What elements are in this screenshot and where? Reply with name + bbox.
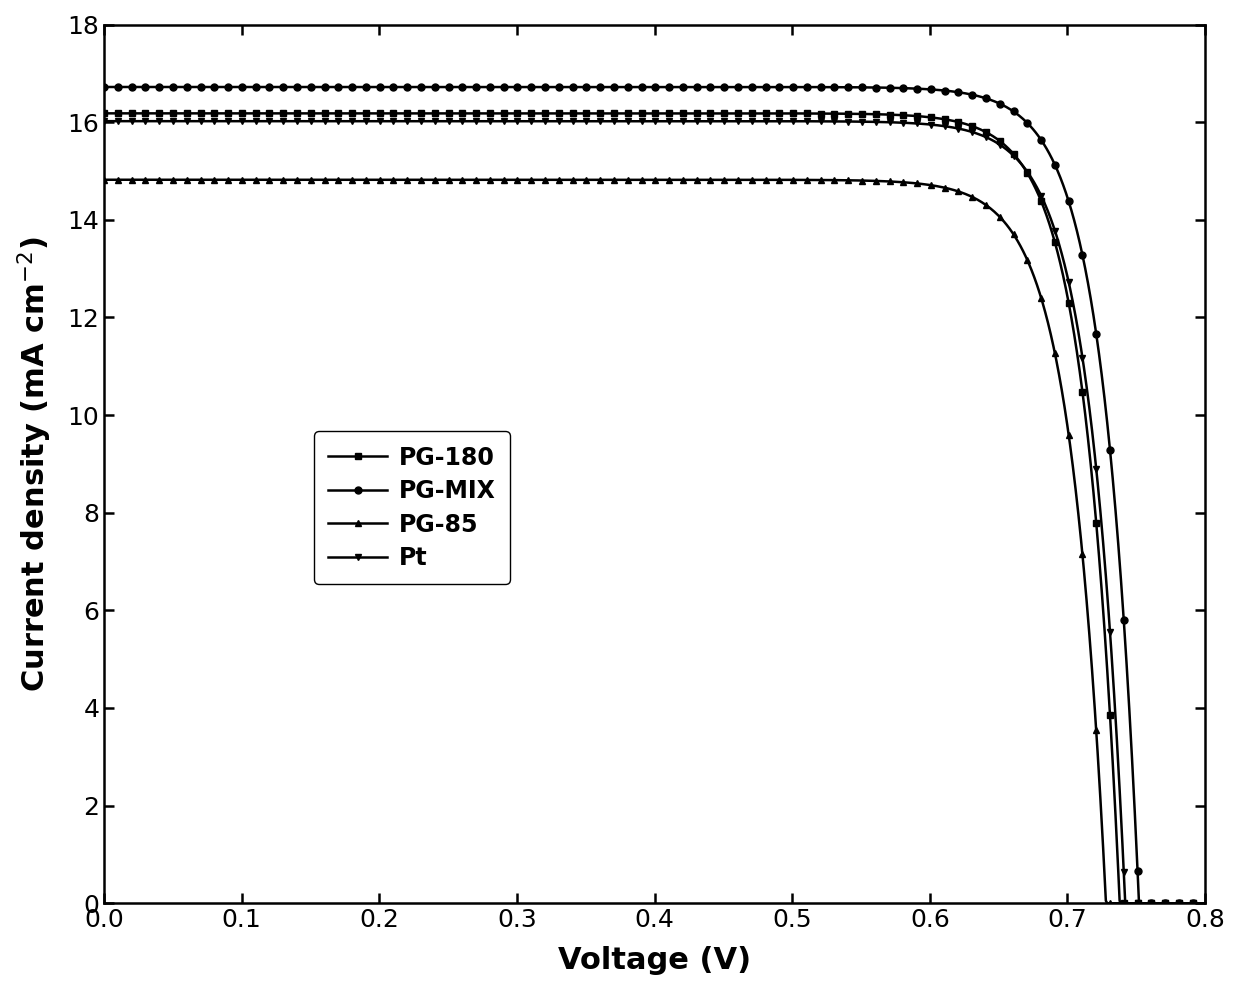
Pt [765,115,780,127]
PG-180 [931,113,946,125]
Pt [97,115,112,127]
PG-MIX [1133,897,1148,909]
PG-85 [737,174,751,186]
Pt [1118,897,1133,909]
PG-85 [164,174,179,186]
PG-85 [1044,335,1059,346]
PG-MIX [1198,897,1213,909]
PG-180 [1044,227,1059,239]
Line: PG-MIX: PG-MIX [100,83,1209,907]
PG-85 [931,180,946,192]
PG-MIX [799,81,813,93]
PG-MIX [1044,153,1059,165]
PG-MIX [931,84,946,96]
Pt [737,115,751,127]
Pt [164,115,179,127]
PG-MIX [97,81,112,93]
PG-85 [765,174,780,186]
Pt [1044,217,1059,229]
Line: PG-180: PG-180 [100,110,1209,907]
PG-85 [1100,897,1115,909]
Legend: PG-180, PG-MIX, PG-85, Pt: PG-180, PG-MIX, PG-85, Pt [314,432,510,584]
PG-180 [765,108,780,120]
Y-axis label: Current density (mA cm$^{-2}$): Current density (mA cm$^{-2}$) [15,237,53,692]
PG-85 [1198,897,1213,909]
PG-180 [97,107,112,119]
Pt [1198,897,1213,909]
PG-MIX [164,81,179,93]
PG-MIX [737,81,751,93]
PG-85 [97,174,112,186]
Pt [931,120,946,132]
Line: PG-85: PG-85 [100,176,1209,907]
Pt [799,115,813,127]
PG-180 [1198,897,1213,909]
PG-180 [799,108,813,120]
PG-180 [737,108,751,120]
PG-MIX [765,81,780,93]
PG-180 [164,107,179,119]
PG-85 [799,174,813,186]
PG-180 [1114,897,1128,909]
X-axis label: Voltage (V): Voltage (V) [558,946,751,975]
Line: Pt: Pt [100,118,1209,907]
